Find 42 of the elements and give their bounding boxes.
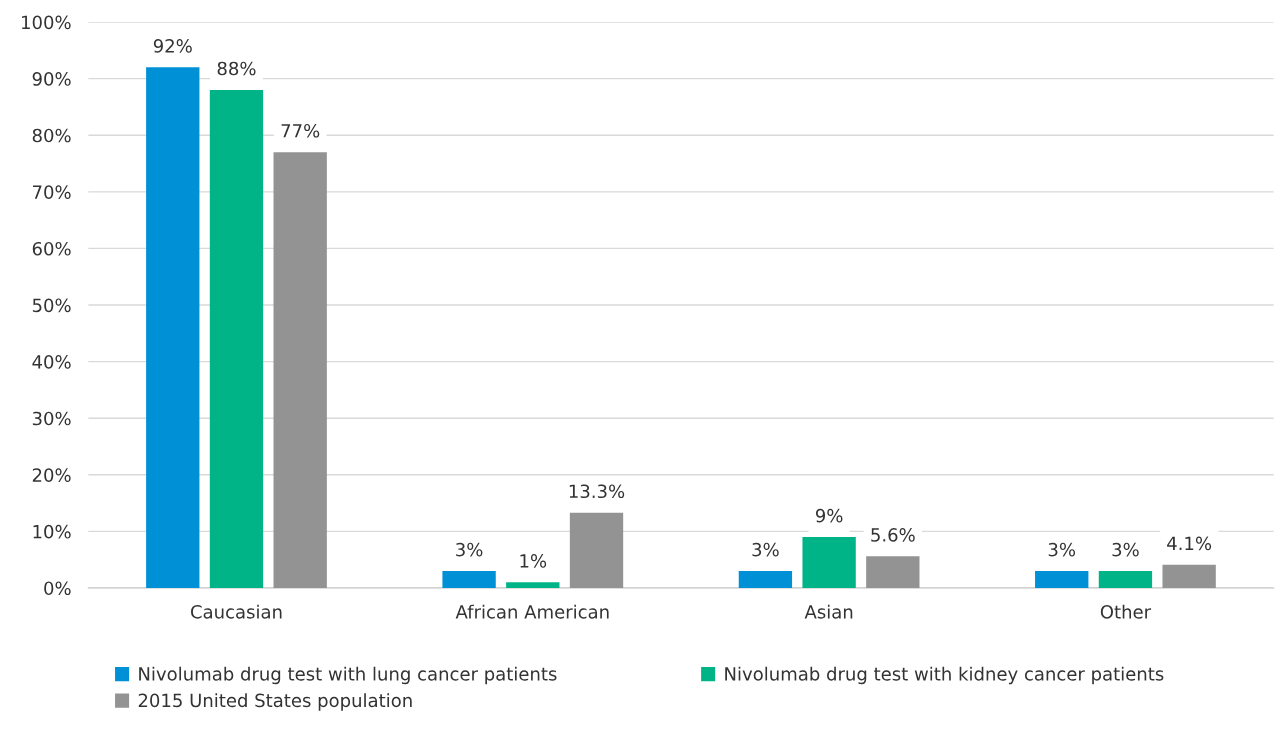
- bar: [1162, 564, 1216, 588]
- y-tick-label: 40%: [32, 355, 71, 369]
- legend-label: 2015 United States population: [138, 693, 412, 711]
- data-label: 1%: [520, 554, 547, 568]
- data-label: 3%: [752, 542, 779, 557]
- legend-label: Nivolumab drug test with lung cancer patients: [139, 666, 557, 685]
- data-label: 5.6%: [871, 528, 915, 542]
- y-tick-label: 60%: [32, 241, 71, 256]
- data-label: 13.3%: [569, 484, 625, 499]
- bar: [506, 582, 560, 588]
- bar: [273, 152, 327, 588]
- bar: [146, 67, 200, 588]
- bar: [442, 571, 496, 588]
- bar: [1098, 571, 1153, 588]
- bar: [738, 571, 793, 588]
- data-label: 3%: [456, 542, 483, 557]
- y-tick-label: 80%: [32, 128, 71, 143]
- y-tick-label: 90%: [32, 72, 71, 86]
- y-tick-label: 20%: [32, 468, 71, 482]
- data-label: 88%: [217, 61, 256, 76]
- data-label: 3%: [1112, 542, 1139, 557]
- x-tick-label: Other: [1100, 604, 1152, 619]
- x-tick-label: Caucasian: [190, 604, 282, 619]
- data-label: 92%: [153, 39, 192, 53]
- data-label: 9%: [815, 508, 843, 523]
- data-label: 77%: [281, 123, 320, 138]
- y-tick-label: 70%: [33, 185, 71, 199]
- y-tick-label: 100%: [22, 15, 71, 30]
- legend-label: Nivolumab drug test with kidney cancer patients: [725, 666, 1164, 685]
- y-tick-label: 30%: [32, 411, 71, 426]
- x-tick-label: Asian: [804, 604, 853, 619]
- data-label: 4.1%: [1167, 536, 1212, 551]
- bar: [866, 556, 920, 588]
- bar: [209, 89, 264, 588]
- y-tick-label: 50%: [32, 298, 71, 313]
- y-tick-label: 10%: [33, 524, 71, 539]
- y-tick-label: 0%: [44, 581, 71, 596]
- x-tick-label: African American: [455, 604, 609, 619]
- bar: [1035, 571, 1089, 588]
- data-label: 3%: [1048, 542, 1076, 557]
- bar: [802, 537, 856, 588]
- bar: [569, 512, 624, 588]
